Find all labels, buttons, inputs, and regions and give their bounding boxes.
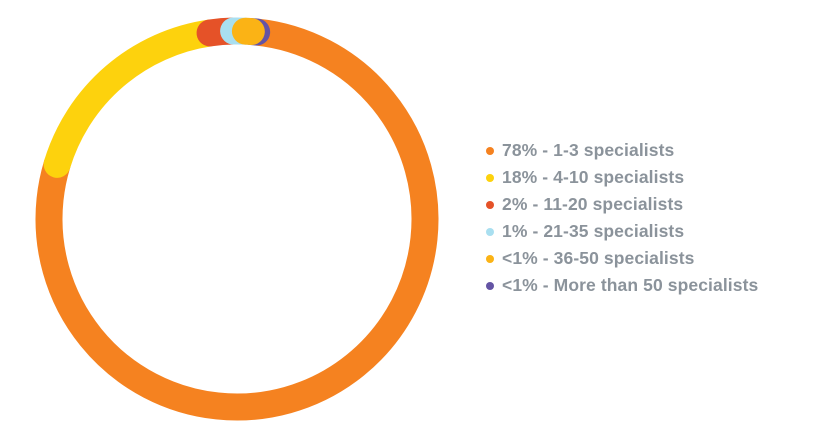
legend-swatch [486, 200, 494, 209]
legend-swatch [486, 227, 494, 236]
legend-label: 2% - 11-20 specialists [502, 194, 684, 214]
donut-slice-1 [35, 17, 439, 421]
donut-slice-6 [35, 17, 439, 421]
donut-slice-2 [35, 17, 439, 421]
legend-item: <1% - 36-50 specialists [486, 245, 758, 272]
legend-swatch [486, 254, 494, 263]
legend-label: 78% - 1-3 specialists [502, 140, 675, 160]
legend-label: <1% - More than 50 specialists [502, 275, 759, 295]
donut-slice-5 [35, 17, 439, 421]
legend-item: 18% - 4-10 specialists [486, 164, 758, 191]
legend-item: 78% - 1-3 specialists [486, 137, 758, 164]
legend-label: 18% - 4-10 specialists [502, 167, 685, 187]
legend-item: <1% - More than 50 specialists [486, 272, 758, 299]
legend-swatch [486, 146, 494, 155]
legend-label: 1% - 21-35 specialists [502, 221, 685, 241]
chart-legend: 78% - 1-3 specialists 18% - 4-10 speciali… [486, 137, 758, 299]
legend-item: 1% - 21-35 specialists [486, 218, 758, 245]
legend-label: <1% - 36-50 specialists [502, 248, 695, 268]
donut-slice-4 [35, 17, 439, 421]
donut-slice-3 [35, 17, 439, 421]
legend-swatch [486, 173, 494, 182]
legend-item: 2% - 11-20 specialists [486, 191, 758, 218]
legend-swatch [486, 281, 494, 290]
donut-ring [35, 17, 439, 421]
